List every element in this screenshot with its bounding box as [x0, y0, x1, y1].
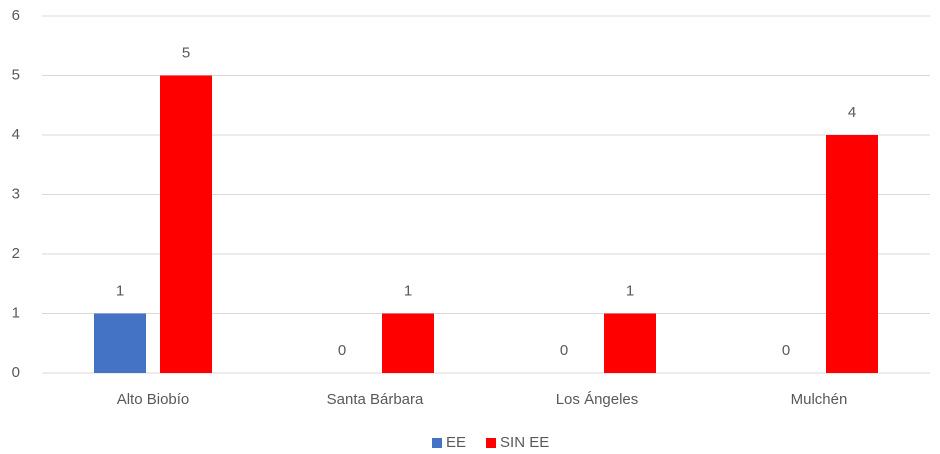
legend-label: SIN EE: [500, 434, 549, 451]
bar: [604, 313, 656, 373]
y-tick-label: 1: [12, 304, 20, 321]
y-tick-label: 4: [12, 126, 20, 143]
data-label: 1: [626, 282, 634, 299]
data-label: 1: [404, 282, 412, 299]
x-tick-label: Santa Bárbara: [327, 391, 424, 408]
x-tick-label: Los Ángeles: [556, 391, 639, 408]
x-tick-label: Mulchén: [791, 391, 848, 408]
y-tick-label: 2: [12, 245, 20, 262]
data-label: 0: [338, 342, 346, 359]
data-label: 0: [782, 342, 790, 359]
legend-swatch: [432, 438, 442, 448]
y-tick-label: 0: [12, 364, 20, 381]
legend-swatch: [486, 438, 497, 448]
bar: [382, 313, 434, 373]
x-tick-label: Alto Biobío: [117, 391, 190, 408]
y-tick-label: 6: [12, 7, 20, 24]
data-label: 1: [116, 282, 124, 299]
legend-label: EE: [446, 434, 466, 451]
y-tick-label: 5: [12, 66, 20, 83]
bar: [826, 135, 878, 373]
bar: [94, 313, 146, 373]
data-label: 0: [560, 342, 568, 359]
data-label: 5: [182, 44, 190, 61]
y-tick-label: 3: [12, 185, 20, 202]
bar: [160, 75, 212, 373]
data-label: 4: [848, 104, 856, 121]
